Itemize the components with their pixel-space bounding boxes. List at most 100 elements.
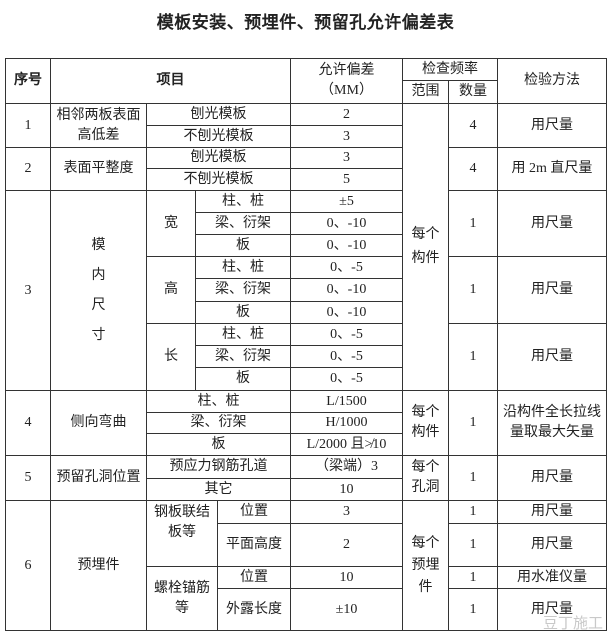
row-item: 模内尺寸 [50,190,147,391]
row-item: 预埋件 [50,500,147,631]
header-quantity: 数量 [448,80,498,104]
tolerance-value: 2 [290,103,403,126]
sub-item: 其它 [146,478,291,501]
quantity-value: 4 [448,147,498,191]
range-cell: 每个构件 [402,103,449,391]
sub-item: 平面高度 [217,523,291,567]
row-no: 5 [5,455,51,501]
quantity-value: 1 [448,390,498,456]
method-value: 用尺量 [497,455,607,501]
tolerance-value: 10 [290,478,403,501]
method-value: 沿构件全长拉线量取最大矢量 [497,390,607,456]
tolerance-value: 2 [290,523,403,567]
sub-item: 板 [195,367,291,391]
quantity-value: 1 [448,190,498,257]
tolerance-unit: （MM） [320,83,373,98]
sub-item: 不刨光模板 [146,168,291,191]
tolerance-table: 序号 项目 允许偏差 （MM） 检查频率 检验方法 范围 数量 1 相邻两板表面高… [5,58,607,631]
tolerance-value: （梁端）3 [290,455,403,479]
embed-group: 螺栓锚筋等 [146,566,218,631]
tolerance-value: 0、-10 [290,301,403,324]
sub-item: 板 [146,433,291,456]
row-no: 6 [5,500,51,631]
sub-item: 位置 [217,500,291,524]
quantity-value: 1 [448,500,498,524]
row-item: 相邻两板表面高低差 [50,103,147,148]
sub-item: 板 [195,234,291,257]
sub-item: 柱、桩 [195,323,291,346]
sub-item: 刨光模板 [146,147,291,169]
sub-item: 梁、衍架 [146,412,291,434]
sub-item: 柱、桩 [195,256,291,279]
quantity-value: 1 [448,588,498,631]
row-item: 表面平整度 [50,147,147,191]
row-no: 1 [5,103,51,148]
header-no: 序号 [5,58,51,104]
range-text: 每个构件 [411,227,440,266]
method-value: 用尺量 [497,323,607,391]
tolerance-value: 3 [290,147,403,169]
method-value: 用尺量 [497,190,607,257]
method-value: 用水准仪量 [497,566,607,589]
quantity-value: 1 [448,323,498,391]
header-range: 范围 [402,80,449,104]
tolerance-value: 3 [290,125,403,148]
sub-item: 外露长度 [217,588,291,631]
row-item: 侧向弯曲 [50,390,147,456]
sub-item: 柱、桩 [146,390,291,413]
row-item: 预留孔洞位置 [50,455,147,501]
method-value: 用 2m 直尺量 [497,147,607,191]
range-cell: 每个孔洞 [402,455,449,501]
tolerance-value: 0、-5 [290,367,403,391]
embed-group: 钢板联结板等 [146,500,218,567]
tolerance-value: 3 [290,500,403,524]
sub-item: 梁、衍架 [195,278,291,302]
tolerance-value: 0、-10 [290,278,403,302]
quantity-value: 1 [448,523,498,567]
dimension-group: 长 [146,323,196,391]
method-value: 用尺量 [497,103,607,148]
range-cell: 每个预埋件 [402,500,449,631]
tolerance-value: ±10 [290,588,403,631]
sub-item: 刨光模板 [146,103,291,126]
header-method: 检验方法 [497,58,607,104]
tolerance-value: ±5 [290,190,403,213]
header-item: 项目 [50,58,291,104]
tolerance-value: L/1500 [290,390,403,413]
dimension-group: 宽 [146,190,196,257]
method-value: 用尺量 [497,523,607,567]
tolerance-value: 0、-5 [290,323,403,346]
header-tolerance: 允许偏差 （MM） [290,58,403,104]
sub-item: 不刨光模板 [146,125,291,148]
quantity-value: 1 [448,455,498,501]
tolerance-value: H/1000 [290,412,403,434]
method-value: 用尺量 [497,588,607,631]
sub-item: 柱、桩 [195,190,291,213]
page-title: 模板安装、预埋件、预留孔允许偏差表 [156,13,455,32]
range-text: 每个预埋件 [411,535,440,595]
dimension-group: 高 [146,256,196,324]
row-no: 3 [5,190,51,391]
tolerance-value: 5 [290,168,403,191]
quantity-value: 1 [448,256,498,324]
range-cell: 每个构件 [402,390,449,456]
tolerance-value: 10 [290,566,403,589]
quantity-value: 1 [448,566,498,589]
method-value: 用尺量 [497,500,607,524]
sub-item: 预应力钢筋孔道 [146,455,291,479]
sub-item: 板 [195,301,291,324]
tolerance-label: 允许偏差 [318,63,375,78]
tolerance-value: 0、-5 [290,256,403,279]
row-no: 4 [5,390,51,456]
method-value: 用尺量 [497,256,607,324]
sub-item: 位置 [217,566,291,589]
tolerance-value: 0、-10 [290,234,403,257]
row-no: 2 [5,147,51,191]
watermark-logo: 豆丁施工 [542,615,603,632]
header-frequency: 检查频率 [402,58,498,81]
row-item-text: 模内尺寸 [91,237,106,343]
tolerance-value: 0、-5 [290,345,403,368]
tolerance-value: 0、-10 [290,212,403,235]
sub-item: 梁、衍架 [195,212,291,235]
quantity-value: 4 [448,103,498,148]
